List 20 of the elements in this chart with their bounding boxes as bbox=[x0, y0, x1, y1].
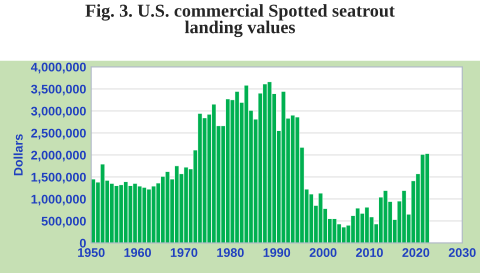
y-tick-label: 0 bbox=[80, 238, 86, 248]
y-axis-title: Dollars bbox=[14, 134, 23, 176]
y-tick-label: 2,000,000 bbox=[31, 150, 86, 162]
x-tick-label: 1970 bbox=[170, 248, 198, 258]
x-tick-label: 2000 bbox=[310, 248, 336, 258]
y-tick-label: 3,000,000 bbox=[31, 106, 86, 118]
y-tick-label: 500,000 bbox=[42, 216, 86, 228]
y-tick-label: 1,000,000 bbox=[32, 194, 86, 206]
x-tick-label: 1980 bbox=[217, 248, 244, 258]
x-tick-label: 2030 bbox=[448, 248, 476, 258]
y-tick-label: 2,500,000 bbox=[31, 128, 86, 140]
y-tick-label: 3,500,000 bbox=[31, 84, 86, 96]
x-tick-label: 2010 bbox=[356, 248, 383, 258]
x-tick-label: 1990 bbox=[264, 248, 290, 258]
x-tick-label: 2020 bbox=[402, 248, 430, 258]
x-tick-label: 1950 bbox=[78, 248, 105, 258]
y-tick-label: 4,000,000 bbox=[30, 62, 86, 74]
chart-title: Fig. 3. U.S. commercial Spotted seatrout landing values bbox=[85, 4, 395, 38]
x-tick-label: 1960 bbox=[124, 248, 151, 258]
y-tick-label: 1,500,000 bbox=[32, 172, 86, 184]
